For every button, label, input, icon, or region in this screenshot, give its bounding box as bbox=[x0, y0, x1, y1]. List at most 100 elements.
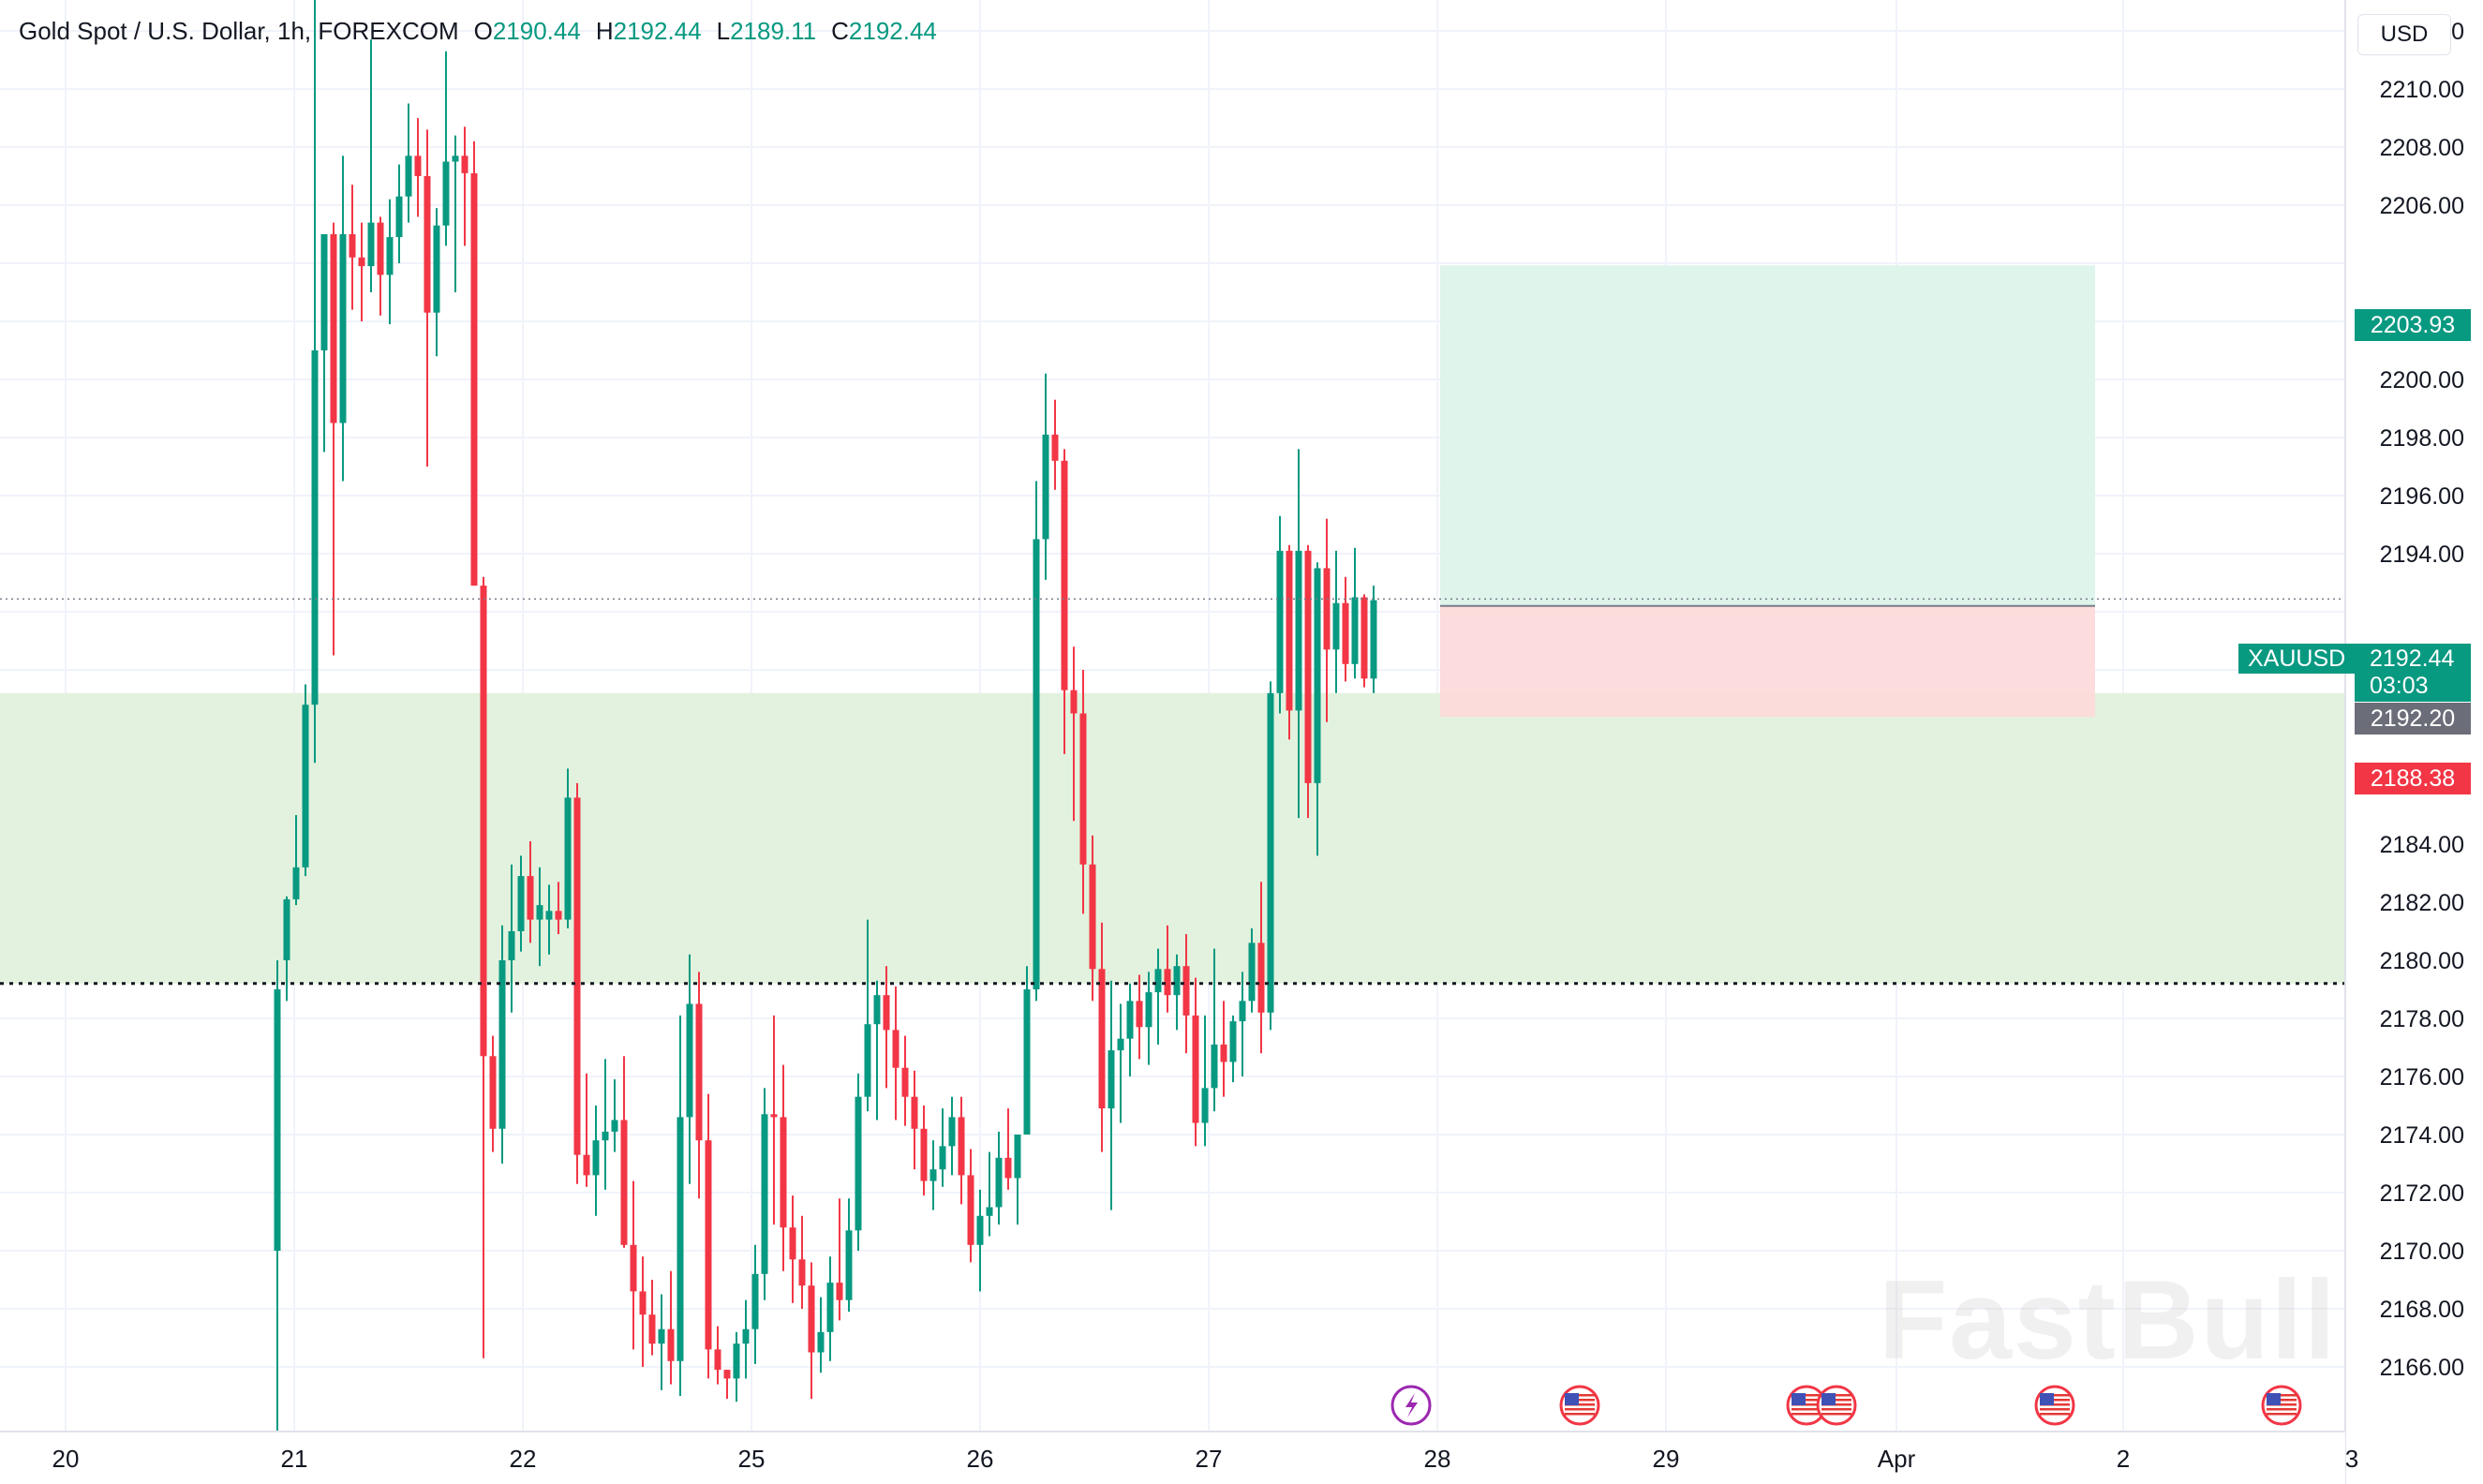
candle-body bbox=[677, 1117, 684, 1361]
flag-stripe bbox=[2040, 1399, 2070, 1402]
time-tick-label: 26 bbox=[967, 1445, 994, 1473]
flag-stripe bbox=[1821, 1399, 1851, 1402]
high-value: 2192.44 bbox=[613, 17, 702, 45]
loss-zone bbox=[1440, 605, 2095, 718]
candle-body bbox=[967, 1175, 974, 1245]
candle-body bbox=[1164, 969, 1171, 996]
candle-body bbox=[1145, 992, 1152, 1028]
candle-body bbox=[855, 1096, 862, 1231]
event-icons[interactable] bbox=[1390, 1385, 2302, 1426]
candle-body bbox=[1276, 550, 1284, 693]
candle-body bbox=[1286, 550, 1293, 711]
candle-body bbox=[358, 257, 365, 267]
candle-body bbox=[864, 1024, 871, 1097]
flag-stripe bbox=[1792, 1399, 1821, 1402]
candle-body bbox=[283, 898, 290, 960]
candle-body bbox=[1370, 600, 1377, 679]
price-tick-label: 2168.00 bbox=[2380, 1297, 2464, 1323]
flag-stripe bbox=[2267, 1394, 2297, 1397]
flag-stripe bbox=[1565, 1394, 1595, 1397]
flag-stripe bbox=[2040, 1394, 2070, 1397]
price-tick-label: 2198.00 bbox=[2380, 425, 2464, 452]
flag-canton bbox=[1792, 1393, 1806, 1405]
flag-stripe bbox=[1792, 1403, 1821, 1406]
candle-body bbox=[1351, 597, 1359, 664]
candle-body bbox=[733, 1343, 740, 1379]
last-price-value: 2192.44 bbox=[2370, 646, 2455, 672]
candle-body bbox=[798, 1259, 806, 1286]
candle-body bbox=[1360, 597, 1368, 679]
flag-canton bbox=[1821, 1393, 1836, 1405]
candle-body bbox=[311, 350, 319, 705]
candle-body bbox=[602, 1131, 609, 1141]
currency-button[interactable]: USD bbox=[2357, 14, 2451, 55]
flag-stripe bbox=[1565, 1413, 1595, 1416]
flag-stripe bbox=[1565, 1403, 1595, 1406]
candle-body bbox=[723, 1370, 731, 1379]
price-tick-label: 2166.00 bbox=[2380, 1355, 2464, 1381]
candle-body bbox=[433, 225, 440, 313]
candle-body bbox=[826, 1283, 834, 1332]
candle-body bbox=[564, 797, 572, 920]
candle-body bbox=[751, 1273, 759, 1329]
flag-stripe bbox=[2267, 1413, 2297, 1416]
candle-body bbox=[1117, 1038, 1124, 1051]
candle-body bbox=[1033, 539, 1040, 989]
entry-price-tag: 2192.20 bbox=[2355, 703, 2471, 735]
candle-body bbox=[1257, 942, 1265, 1013]
candle-body bbox=[1182, 966, 1190, 1016]
flag-stripe bbox=[2040, 1413, 2070, 1416]
candle-body bbox=[789, 1227, 796, 1260]
flag-stripe bbox=[2040, 1403, 2070, 1406]
candle-body bbox=[470, 172, 478, 586]
price-tick-label: 2184.00 bbox=[2380, 832, 2464, 858]
candle-body bbox=[958, 1117, 965, 1176]
time-axis-panel bbox=[0, 1432, 2345, 1484]
candle-body bbox=[742, 1328, 750, 1344]
candle-body bbox=[1014, 1135, 1021, 1179]
lightning-bolt bbox=[1405, 1393, 1418, 1417]
candle-body bbox=[1220, 1044, 1227, 1062]
candle-body bbox=[536, 905, 543, 920]
candle-body bbox=[1314, 568, 1321, 783]
flag-stripe bbox=[1792, 1394, 1821, 1397]
candle-body bbox=[1304, 550, 1312, 783]
flag-stripe bbox=[1821, 1413, 1851, 1416]
overlays bbox=[0, 598, 2345, 986]
candle-body bbox=[1323, 568, 1331, 650]
flag-stripe bbox=[1821, 1408, 1851, 1411]
candle-body bbox=[808, 1285, 815, 1353]
candle-body bbox=[508, 931, 515, 960]
candle-body bbox=[1126, 1001, 1134, 1039]
candle-body bbox=[1342, 602, 1349, 664]
symbol-title[interactable]: Gold Spot / U.S. Dollar, 1h, FOREXCOM bbox=[19, 17, 459, 45]
candle-body bbox=[545, 911, 553, 920]
candle-body bbox=[461, 156, 468, 173]
candle-body bbox=[480, 586, 487, 1057]
candle-body bbox=[583, 1154, 590, 1176]
candle-body bbox=[442, 161, 450, 226]
candle-body bbox=[339, 234, 347, 423]
time-tick-label: 22 bbox=[510, 1445, 537, 1473]
candle-body bbox=[620, 1120, 628, 1245]
flag-stripe bbox=[1821, 1403, 1851, 1406]
candle-body bbox=[1192, 1015, 1199, 1123]
candle-body bbox=[845, 1230, 853, 1300]
flag-stripe bbox=[1821, 1394, 1851, 1397]
candle-body bbox=[274, 989, 281, 1251]
candle-body bbox=[1042, 434, 1049, 540]
candle-body bbox=[489, 1056, 497, 1129]
stop-price-tag: 2188.38 bbox=[2355, 763, 2471, 794]
candle-body bbox=[367, 222, 375, 267]
flag-stripe bbox=[2267, 1408, 2297, 1411]
price-tick-label: 2180.00 bbox=[2380, 948, 2464, 974]
flag-stripe bbox=[2040, 1408, 2070, 1411]
candle-body bbox=[1051, 434, 1059, 461]
candle-body bbox=[1108, 1050, 1115, 1109]
candle-body bbox=[695, 1003, 703, 1141]
flag-stripe bbox=[1565, 1408, 1595, 1411]
flag-canton bbox=[2040, 1393, 2054, 1405]
